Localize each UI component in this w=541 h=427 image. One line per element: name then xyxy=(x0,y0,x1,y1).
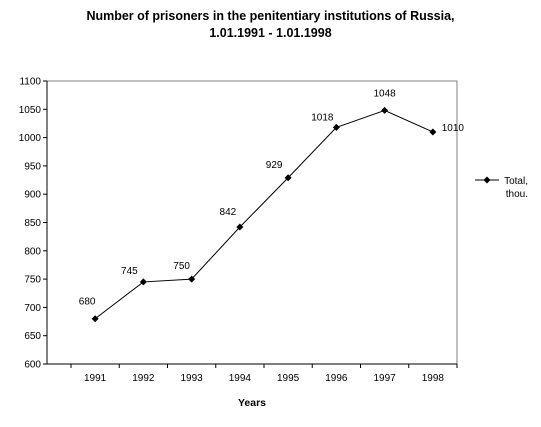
y-tick-label: 750 xyxy=(24,275,41,286)
data-point-marker xyxy=(381,106,389,114)
x-tick-label: 1998 xyxy=(422,373,445,384)
legend: Total, thou. xyxy=(475,176,528,200)
data-label: 745 xyxy=(121,266,138,277)
data-label: 929 xyxy=(266,160,283,171)
y-tick-label: 800 xyxy=(24,246,41,257)
data-label: 1048 xyxy=(374,88,397,99)
data-point-marker xyxy=(188,275,196,283)
legend-marker xyxy=(483,176,491,184)
x-tick-label: 1995 xyxy=(277,373,300,384)
chart-title-line-2: 1.01.1991 - 1.01.1998 xyxy=(209,26,332,40)
data-label: 1018 xyxy=(311,112,334,123)
data-point-marker xyxy=(332,123,340,131)
series-line xyxy=(94,109,434,320)
data-labels: 680 745 750 842 929 1018 1048 1010 xyxy=(79,88,465,307)
data-label: 750 xyxy=(173,261,190,272)
y-tick-label: 600 xyxy=(24,360,41,371)
y-tick-label: 1050 xyxy=(19,105,42,116)
data-point-marker xyxy=(139,278,147,286)
y-tick-label: 900 xyxy=(24,190,41,201)
data-point-marker xyxy=(236,223,244,231)
data-label: 842 xyxy=(220,207,237,218)
y-tick-label: 700 xyxy=(24,303,41,314)
x-tick-label: 1991 xyxy=(84,373,107,384)
legend-label: Total, xyxy=(504,176,528,187)
x-tick-label: 1997 xyxy=(374,373,397,384)
x-axis-title: Years xyxy=(238,397,266,409)
plot-frame xyxy=(46,80,458,365)
x-tick-label: 1993 xyxy=(181,373,204,384)
y-tick-label: 1100 xyxy=(19,77,41,88)
x-tick-label: 1996 xyxy=(325,373,348,384)
y-tick-label: 950 xyxy=(24,161,41,172)
data-label: 680 xyxy=(79,297,96,308)
data-point-marker xyxy=(284,174,292,182)
y-tick-label: 850 xyxy=(24,218,41,229)
x-tick-label: 1994 xyxy=(229,373,252,384)
plot-area xyxy=(46,80,458,365)
series-layer xyxy=(91,106,437,323)
chart-title: Number of prisoners in the penitentiary … xyxy=(0,8,541,42)
y-tick-label: 650 xyxy=(24,331,41,342)
data-point-marker xyxy=(429,128,437,136)
y-tick-label: 1000 xyxy=(19,133,42,144)
x-axis: 1991 1992 1993 1994 1995 1996 1997 1998 xyxy=(47,363,458,384)
x-tick-label: 1992 xyxy=(132,373,155,384)
legend-label: thou. xyxy=(506,189,528,200)
data-point-marker xyxy=(91,315,99,323)
y-axis: 600 650 700 750 800 850 900 950 1000 1050 1100 xyxy=(19,77,48,371)
chart-title-line-1: Number of prisoners in the penitentiary … xyxy=(86,9,455,23)
data-label: 1010 xyxy=(442,123,465,134)
